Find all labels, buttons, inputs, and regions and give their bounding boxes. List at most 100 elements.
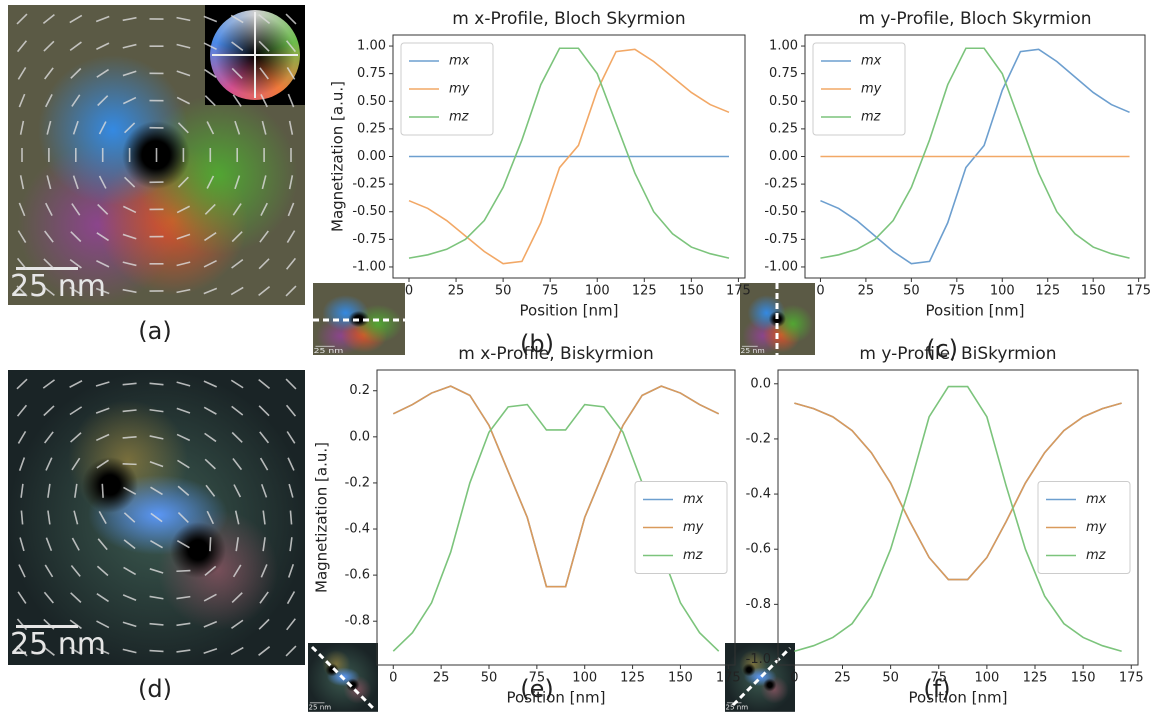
spin-arrow [231,619,244,629]
legend-box [1037,481,1131,574]
series-line [408,47,730,259]
spin-arrow [17,430,27,444]
spin-arrow [69,619,82,630]
spin-arrow [204,95,216,107]
legend-label: mz [449,110,470,125]
y-tick-label: -0.25 [352,177,386,192]
chart: m x-Profile, Bloch Skyrmion Position [nm]… [329,9,751,320]
spin-arrow [176,407,191,414]
spin-arrow [42,14,55,24]
spin-arrow [122,382,137,386]
spin-arrow [260,93,268,108]
spin-arrow [101,483,104,498]
spin-arrow [122,594,137,602]
spin-arrow [209,537,212,552]
spin-arrow [258,40,270,52]
spin-arrow [176,70,191,77]
x-tick-label: 75 [930,671,947,686]
spin-arrow [176,205,191,214]
y-tick-label: 0.00 [769,149,798,164]
spin-arrow [230,14,244,24]
legend-label: mx [861,54,882,69]
spin-arrow [70,564,81,577]
spin-arrow [69,259,82,269]
spin-arrow [259,457,269,471]
legend-label: mx [683,492,704,507]
spin-arrow [176,43,191,49]
series-line [820,47,1130,259]
spin-arrow [258,378,271,390]
spin-arrow [95,287,110,295]
spin-arrow [70,67,82,79]
spin-arrow [150,540,163,549]
spin-arrow [96,565,109,577]
spin-arrow [97,538,108,551]
spin-arrow [176,622,191,627]
spin-arrow [234,510,240,525]
spin-arrow [149,595,164,600]
scale-bar-label: 25 nm [313,346,344,355]
spin-arrow [233,484,242,498]
panel-label: (c) [926,335,958,363]
scale-bar-label: 25 nm [10,269,106,304]
legend-label: mz [1086,548,1107,563]
spin-arrow [44,564,54,578]
scale-bar-label: 25 nm [725,702,749,712]
scale-bar [315,345,335,347]
spin-arrow [17,230,27,243]
y-tick-label: -0.4 [746,487,771,502]
spin-arrow [285,13,297,25]
spin-arrow [16,40,28,53]
x-tick-label: 50 [903,284,920,299]
spin-arrow [97,203,109,215]
spin-arrow [203,406,217,415]
y-tick-label: -0.6 [345,568,370,583]
x-tick-label: 75 [949,284,966,299]
spin-arrow [176,96,191,105]
x-tick-label: 100 [990,284,1015,299]
spin-arrow [122,70,137,77]
panel-label: (b) [520,330,554,358]
spin-arrow [122,233,137,240]
spin-arrow [258,646,271,656]
x-tick-label: 150 [668,671,693,686]
spin-arrow [203,620,218,628]
y-tick-label: -1.00 [352,259,386,274]
legend-label: mx [449,54,470,69]
spin-arrow [96,42,110,50]
spin-arrow [43,40,55,52]
spin-arrow [150,512,163,523]
spin-arrow [289,510,293,525]
spin-arrow [96,260,110,268]
spin-arrow [96,232,109,242]
y-axis-label: Magnetization [a.u.] [313,442,331,593]
y-tick-label: 0.50 [769,94,798,109]
x-tick-label: 175 [726,284,751,299]
spin-arrow [231,231,243,243]
spin-arrow [123,539,136,550]
spin-arrow [47,483,51,498]
y-tick-label: 0.25 [357,121,386,136]
spin-arrow [204,232,217,242]
spin-arrow [285,378,297,390]
chart: m y-Profile, BiSkyrmion Position [nm] 0 25 5… [746,344,1144,707]
x-tick-label: 50 [481,671,498,686]
spin-arrow [19,537,25,552]
spin-arrow [234,175,241,190]
spin-arrow [177,459,190,469]
spin-arrow [122,205,137,214]
panel-label: (a) [138,317,171,345]
spin-arrow [122,288,137,294]
spin-arrow [150,486,163,496]
spin-arrow [149,568,164,574]
x-tick-label: 75 [529,671,546,686]
spin-arrow [288,483,294,498]
spin-arrow [232,564,242,578]
spin-arrow [96,68,109,78]
x-tick-label: 175 [1119,671,1144,686]
spin-arrow [288,175,294,190]
spin-arrow [231,258,244,269]
legend-label: my [683,520,704,535]
y-tick-label: 0.2 [349,383,370,398]
x-axis-label: Position [nm] [507,689,606,707]
